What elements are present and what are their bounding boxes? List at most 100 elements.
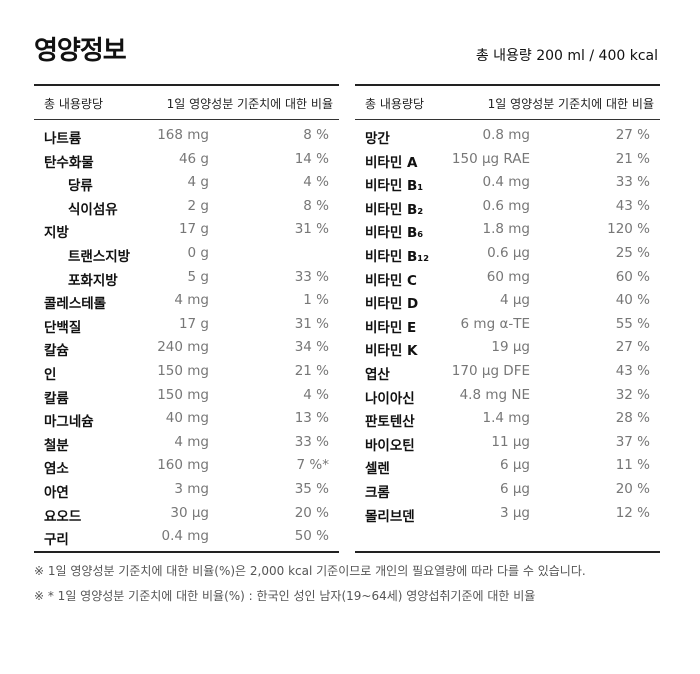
nutrient-name: 탄수화물	[44, 154, 94, 171]
footnote: ※ 1일 영양성분 기준치에 대한 비율(%)은 2,000 kcal 기준이므…	[34, 564, 586, 578]
table-row: 철분 4 mg 33 %	[34, 432, 339, 456]
nutrient-percent: 33 %	[294, 268, 329, 285]
nutrient-name: 트랜스지방	[68, 248, 131, 265]
footnotes: ※ 1일 영양성분 기준치에 대한 비율(%)은 2,000 kcal 기준이므…	[34, 562, 674, 612]
nutrient-percent: 27 %	[615, 127, 650, 143]
nutrient-name: 당류	[68, 178, 93, 195]
nutrient-amount: 150 mg	[157, 386, 209, 403]
nutrient-name: 염소	[44, 461, 69, 478]
nutrient-amount: 3 mg	[174, 480, 209, 497]
total-content: 총 내용량 200 ml / 400 kcal	[475, 48, 658, 64]
header-daily-ratio: 1일 영양성분 기준치에 대한 비율	[166, 97, 333, 111]
nutrient-amount: 19 μg	[491, 339, 530, 356]
nutrition-table-right: 총 내용량당 1일 영양성분 기준치에 대한 비율 망간 0.8 mg 27 % 비타…	[355, 84, 660, 553]
table-body: 망간 0.8 mg 27 % 비타민 A 150 μg RAE 21 % 비타민 B₁ 0.4…	[355, 120, 660, 526]
nutrient-amount: 6 μg	[499, 457, 530, 474]
table-row: 비타민 K 19 μg 27 %	[355, 337, 660, 361]
nutrient-amount: 4 g	[187, 174, 209, 191]
nutrient-amount: 46 g	[178, 150, 209, 167]
nutrient-amount: 6 mg α-TE	[460, 315, 530, 332]
page-title: 영양정보	[34, 36, 127, 66]
nutrition-table-left: 총 내용량당 1일 영양성분 기준치에 대한 비율 나트륨 168 mg 8 % 탄수…	[34, 84, 339, 553]
nutrient-name: 나트륨	[44, 131, 82, 147]
nutrient-name: 비타민 B₂	[365, 201, 424, 218]
table-row: 탄수화물 46 g 14 %	[34, 149, 339, 173]
header-per-total: 총 내용량당	[44, 97, 104, 111]
nutrient-name: 비타민 E	[365, 319, 417, 336]
nutrient-name: 식이섬유	[68, 201, 118, 218]
table-row: 비타민 B₂ 0.6 mg 43 %	[355, 196, 660, 220]
table-row: 칼륨 150 mg 4 %	[34, 385, 339, 409]
nutrient-amount: 0.6 mg	[482, 197, 530, 214]
nutrient-percent: 40 %	[615, 292, 650, 309]
nutrient-name: 바이오틴	[365, 437, 415, 454]
table-body: 나트륨 168 mg 8 % 탄수화물 46 g 14 % 당류 4 g 4 % 식이섬유 2 g 8…	[34, 120, 339, 550]
nutrient-name: 비타민 B₁₂	[365, 248, 430, 265]
nutrient-name: 비타민 K	[365, 343, 418, 360]
nutrient-name: 마그네슘	[44, 414, 94, 431]
nutrient-percent: 120 %	[607, 221, 650, 238]
table-row: 비타민 B₁₂ 0.6 μg 25 %	[355, 243, 660, 267]
nutrient-amount: 160 mg	[157, 457, 209, 474]
header-per-total: 총 내용량당	[365, 97, 425, 111]
nutrient-percent: 7 %*	[296, 457, 329, 474]
table-row: 나트륨 168 mg 8 %	[34, 125, 339, 149]
nutrient-amount: 3 μg	[499, 504, 530, 521]
nutrient-percent: 37 %	[615, 433, 650, 450]
table-row: 식이섬유 2 g 8 %	[34, 196, 339, 220]
table-row: 요오드 30 μg 20 %	[34, 503, 339, 527]
table-row: 마그네슘 40 mg 13 %	[34, 408, 339, 432]
nutrient-amount: 168 mg	[157, 127, 209, 143]
nutrient-amount: 17 g	[178, 221, 209, 238]
nutrient-name: 비타민 C	[365, 272, 417, 289]
nutrient-percent: 21 %	[615, 150, 650, 167]
nutrient-percent: 43 %	[615, 197, 650, 214]
nutrient-name: 비타민 B₆	[365, 225, 424, 242]
nutrient-amount: 0.4 mg	[482, 174, 530, 191]
table-row: 비타민 E 6 mg α-TE 55 %	[355, 314, 660, 338]
table-header: 총 내용량당 1일 영양성분 기준치에 대한 비율	[34, 86, 339, 120]
nutrient-amount: 30 μg	[170, 504, 209, 521]
nutrient-name: 인	[44, 366, 57, 383]
nutrient-amount: 17 g	[178, 315, 209, 332]
table-row: 몰리브덴 3 μg 12 %	[355, 503, 660, 527]
nutrient-percent: 25 %	[615, 244, 650, 261]
table-row: 바이오틴 11 μg 37 %	[355, 432, 660, 456]
nutrient-name: 포화지방	[68, 272, 118, 289]
nutrient-percent: 27 %	[615, 339, 650, 356]
table-row: 아연 3 mg 35 %	[34, 479, 339, 503]
table-row: 나이아신 4.8 mg NE 32 %	[355, 385, 660, 409]
nutrient-amount: 4 μg	[499, 292, 530, 309]
nutrient-name: 비타민 D	[365, 296, 419, 313]
nutrient-percent: 1 %	[303, 292, 329, 309]
nutrient-amount: 1.4 mg	[482, 410, 530, 427]
nutrient-percent: 34 %	[294, 339, 329, 356]
table-row: 망간 0.8 mg 27 %	[355, 125, 660, 149]
nutrient-percent: 33 %	[294, 433, 329, 450]
nutrient-name: 엽산	[365, 366, 390, 383]
nutrient-name: 아연	[44, 484, 69, 501]
table-row: 트랜스지방 0 g	[34, 243, 339, 267]
nutrient-amount: 2 g	[187, 197, 209, 214]
nutrient-percent: 50 %	[294, 528, 329, 545]
table-row: 인 150 mg 21 %	[34, 361, 339, 385]
table-row: 당류 4 g 4 %	[34, 172, 339, 196]
nutrient-amount: 11 μg	[491, 433, 530, 450]
table-row: 포화지방 5 g 33 %	[34, 267, 339, 291]
nutrient-percent: 4 %	[303, 386, 329, 403]
table-row: 염소 160 mg 7 %*	[34, 455, 339, 479]
nutrient-name: 비타민 B₁	[365, 178, 424, 195]
table-row: 비타민 B₁ 0.4 mg 33 %	[355, 172, 660, 196]
nutrient-percent: 32 %	[615, 386, 650, 403]
table-row: 콜레스테롤 4 mg 1 %	[34, 290, 339, 314]
table-row: 비타민 D 4 μg 40 %	[355, 290, 660, 314]
nutrient-name: 셀렌	[365, 461, 390, 478]
nutrient-percent: 13 %	[294, 410, 329, 427]
nutrient-amount: 4.8 mg NE	[459, 386, 530, 403]
table-row: 크롬 6 μg 20 %	[355, 479, 660, 503]
nutrient-amount: 4 mg	[174, 292, 209, 309]
table-row: 엽산 170 μg DFE 43 %	[355, 361, 660, 385]
nutrient-percent: 43 %	[615, 362, 650, 379]
table-row: 비타민 C 60 mg 60 %	[355, 267, 660, 291]
table-row: 지방 17 g 31 %	[34, 219, 339, 243]
